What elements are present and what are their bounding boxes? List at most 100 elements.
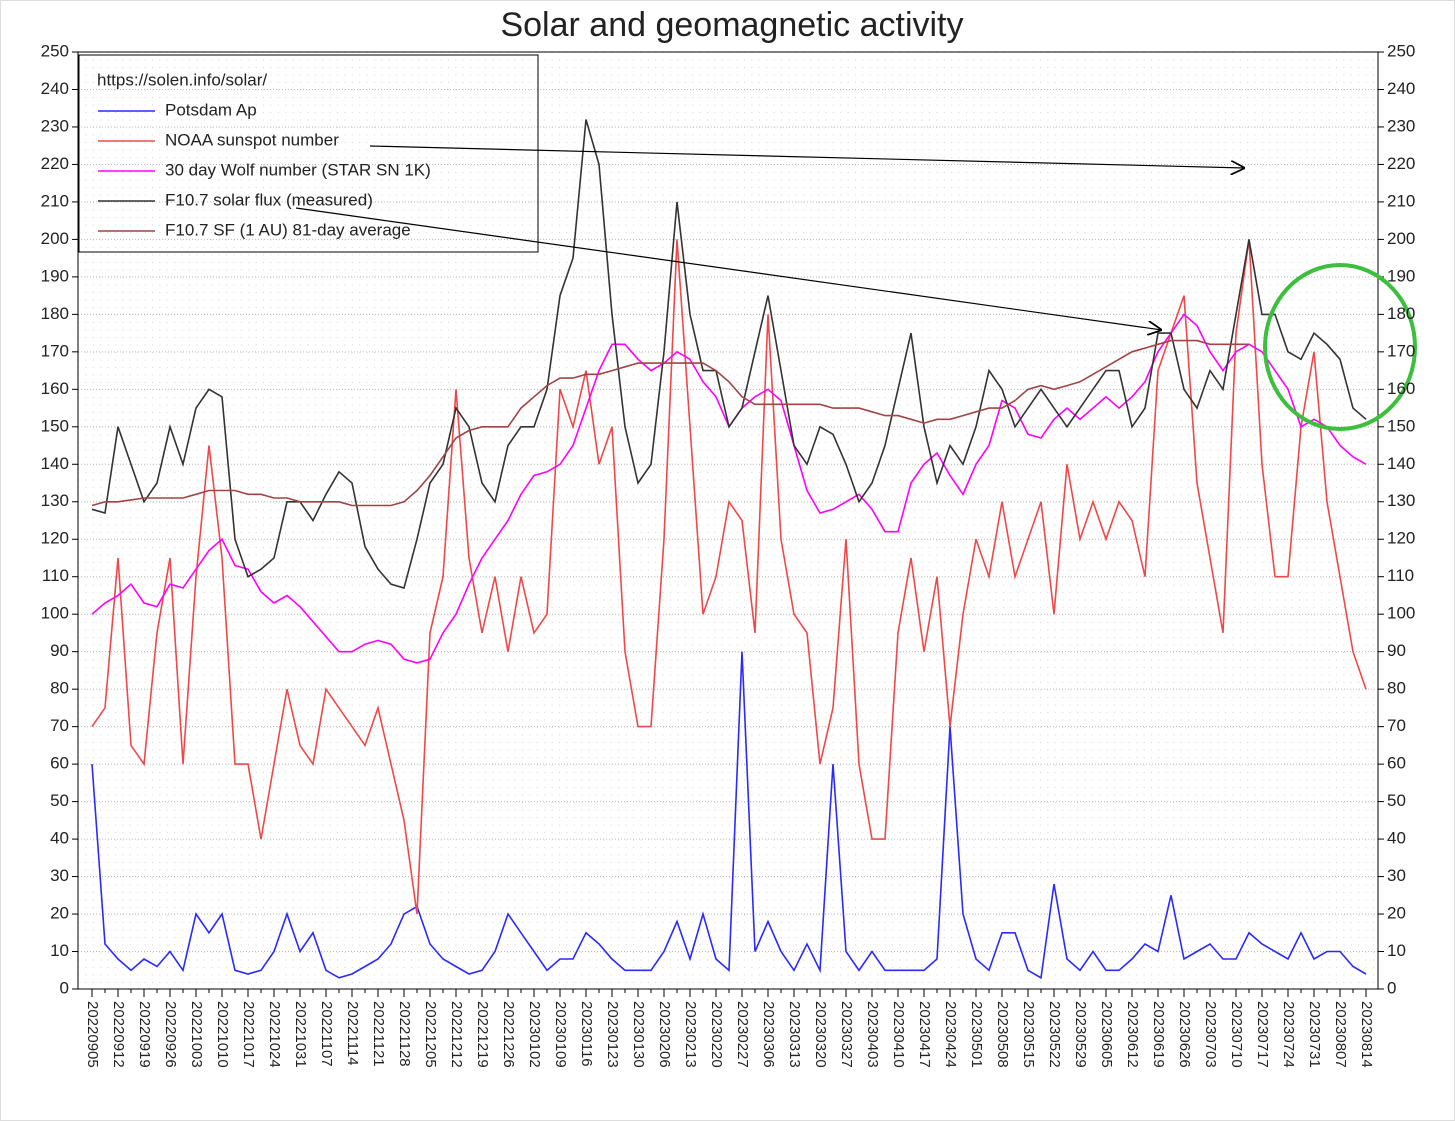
legend-label: F10.7 SF (1 AU) 81-day average: [165, 220, 411, 239]
x-tick-label: 20230123: [604, 1001, 621, 1068]
x-tick-label: 20230313: [786, 1001, 803, 1068]
x-tick-label: 20230501: [968, 1001, 985, 1068]
legend-source: https://solen.info/solar/: [97, 70, 267, 89]
x-tick-label: 20230109: [552, 1001, 569, 1068]
series-line: [91, 651, 1367, 980]
chart-title: Solar and geomagnetic activity: [500, 6, 963, 44]
y2-tick-label: 100: [1387, 604, 1415, 623]
y-tick-label: 250: [41, 41, 69, 60]
x-tick-label: 20221114: [344, 1001, 361, 1066]
x-tick-label: 20230327: [838, 1001, 855, 1068]
x-tick-label: 20230612: [1124, 1001, 1141, 1068]
y-tick-label: 140: [41, 454, 69, 473]
x-tick-label: 20221107: [318, 1001, 335, 1067]
y2-tick-label: 190: [1387, 266, 1415, 285]
y2-tick-label: 0: [1387, 978, 1396, 997]
x-tick-label: 20220912: [110, 1001, 127, 1068]
y2-tick-label: 210: [1387, 191, 1415, 210]
legend-label: 30 day Wolf number (STAR SN 1K): [165, 160, 431, 179]
x-tick-label: 20230703: [1202, 1001, 1219, 1068]
y-tick-label: 110: [42, 566, 69, 585]
y-tick-label: 40: [50, 829, 69, 848]
x-tick-label: 20230116: [578, 1001, 595, 1067]
y2-tick-label: 140: [1387, 454, 1415, 473]
series-line: [91, 339, 1249, 507]
y-tick-label: 190: [41, 266, 69, 285]
y2-tick-label: 90: [1387, 641, 1406, 660]
x-tick-label: 20230403: [864, 1001, 881, 1068]
x-tick-label: 20220905: [84, 1001, 101, 1068]
x-tick-label: 20230417: [916, 1001, 933, 1068]
y2-tick-label: 170: [1387, 341, 1415, 360]
y2-tick-label: 10: [1387, 941, 1406, 960]
legend-box: [78, 54, 539, 253]
y2-tick-label: 120: [1387, 529, 1415, 548]
x-tick-label: 20230410: [890, 1001, 907, 1068]
x-tick-label: 20230807: [1332, 1001, 1349, 1068]
y-tick-label: 30: [50, 866, 69, 885]
y2-tick-label: 60: [1387, 754, 1406, 773]
y-tick-label: 160: [41, 379, 69, 398]
arrow: [369, 145, 1245, 168]
minor-grid: [78, 52, 1378, 989]
y2-tick-label: 80: [1387, 679, 1406, 698]
plot-border: [77, 51, 1379, 990]
y-tick-label: 220: [41, 154, 69, 173]
legend-label: NOAA sunspot number: [165, 130, 339, 149]
x-tick-label: 20221010: [214, 1001, 231, 1068]
legend-label: F10.7 solar flux (measured): [165, 190, 373, 209]
x-tick-label: 20230306: [760, 1001, 777, 1068]
y2-tick-label: 230: [1387, 116, 1415, 135]
y2-tick-label: 130: [1387, 491, 1415, 510]
x-tick-label: 20230626: [1176, 1001, 1193, 1068]
series-line: [91, 239, 1367, 915]
x-tick-label: 20230102: [526, 1001, 543, 1068]
x-tick-label: 20220926: [162, 1001, 179, 1068]
x-tick-label: 20221003: [188, 1001, 205, 1068]
y-tick-label: 70: [50, 716, 69, 735]
x-tick-label: 20230320: [812, 1001, 829, 1068]
y-tick-label: 20: [50, 904, 69, 923]
y2-tick-label: 240: [1387, 79, 1415, 98]
highlight-circle: [1263, 263, 1417, 431]
x-tick-label: 20221024: [266, 1001, 283, 1068]
series-line: [91, 119, 1367, 589]
y-tick-label: 10: [50, 941, 69, 960]
x-tick-label: 20230710: [1228, 1001, 1245, 1068]
x-tick-label: 20230529: [1072, 1001, 1089, 1068]
x-tick-label: 20221017: [240, 1001, 257, 1068]
y-tick-label: 60: [50, 754, 69, 773]
x-tick-label: 20221219: [474, 1001, 491, 1068]
y-tick-label: 210: [41, 191, 69, 210]
y2-tick-label: 110: [1387, 566, 1414, 585]
x-tick-label: 20230717: [1254, 1001, 1271, 1068]
x-tick-label: 20230724: [1280, 1001, 1297, 1068]
x-tick-label: 20230619: [1150, 1001, 1167, 1068]
legend-label: Potsdam Ap: [165, 100, 257, 119]
x-tick-label: 20230605: [1098, 1001, 1115, 1068]
y-tick-label: 80: [50, 679, 69, 698]
y2-tick-label: 50: [1387, 791, 1406, 810]
x-tick-label: 20230731: [1306, 1001, 1323, 1068]
x-tick-label: 20220919: [136, 1001, 153, 1068]
y2-tick-label: 160: [1387, 379, 1415, 398]
y-tick-label: 120: [41, 529, 69, 548]
y2-tick-label: 200: [1387, 229, 1415, 248]
y-tick-label: 100: [41, 604, 69, 623]
arrow: [295, 207, 1162, 330]
x-tick-label: 20221031: [292, 1001, 309, 1068]
y2-tick-label: 220: [1387, 154, 1415, 173]
y-tick-label: 0: [60, 978, 69, 997]
x-tick-label: 20230213: [682, 1001, 699, 1068]
x-tick-label: 20221212: [448, 1001, 465, 1068]
y2-tick-label: 20: [1387, 904, 1406, 923]
y-tick-label: 150: [41, 416, 69, 435]
x-tick-label: 20230130: [630, 1001, 647, 1068]
y-tick-label: 230: [41, 116, 69, 135]
x-tick-label: 20221226: [500, 1001, 517, 1068]
y2-tick-label: 150: [1387, 416, 1415, 435]
x-tick-label: 20230508: [994, 1001, 1011, 1068]
y2-tick-label: 180: [1387, 304, 1415, 323]
x-tick-label: 20230515: [1020, 1001, 1037, 1068]
